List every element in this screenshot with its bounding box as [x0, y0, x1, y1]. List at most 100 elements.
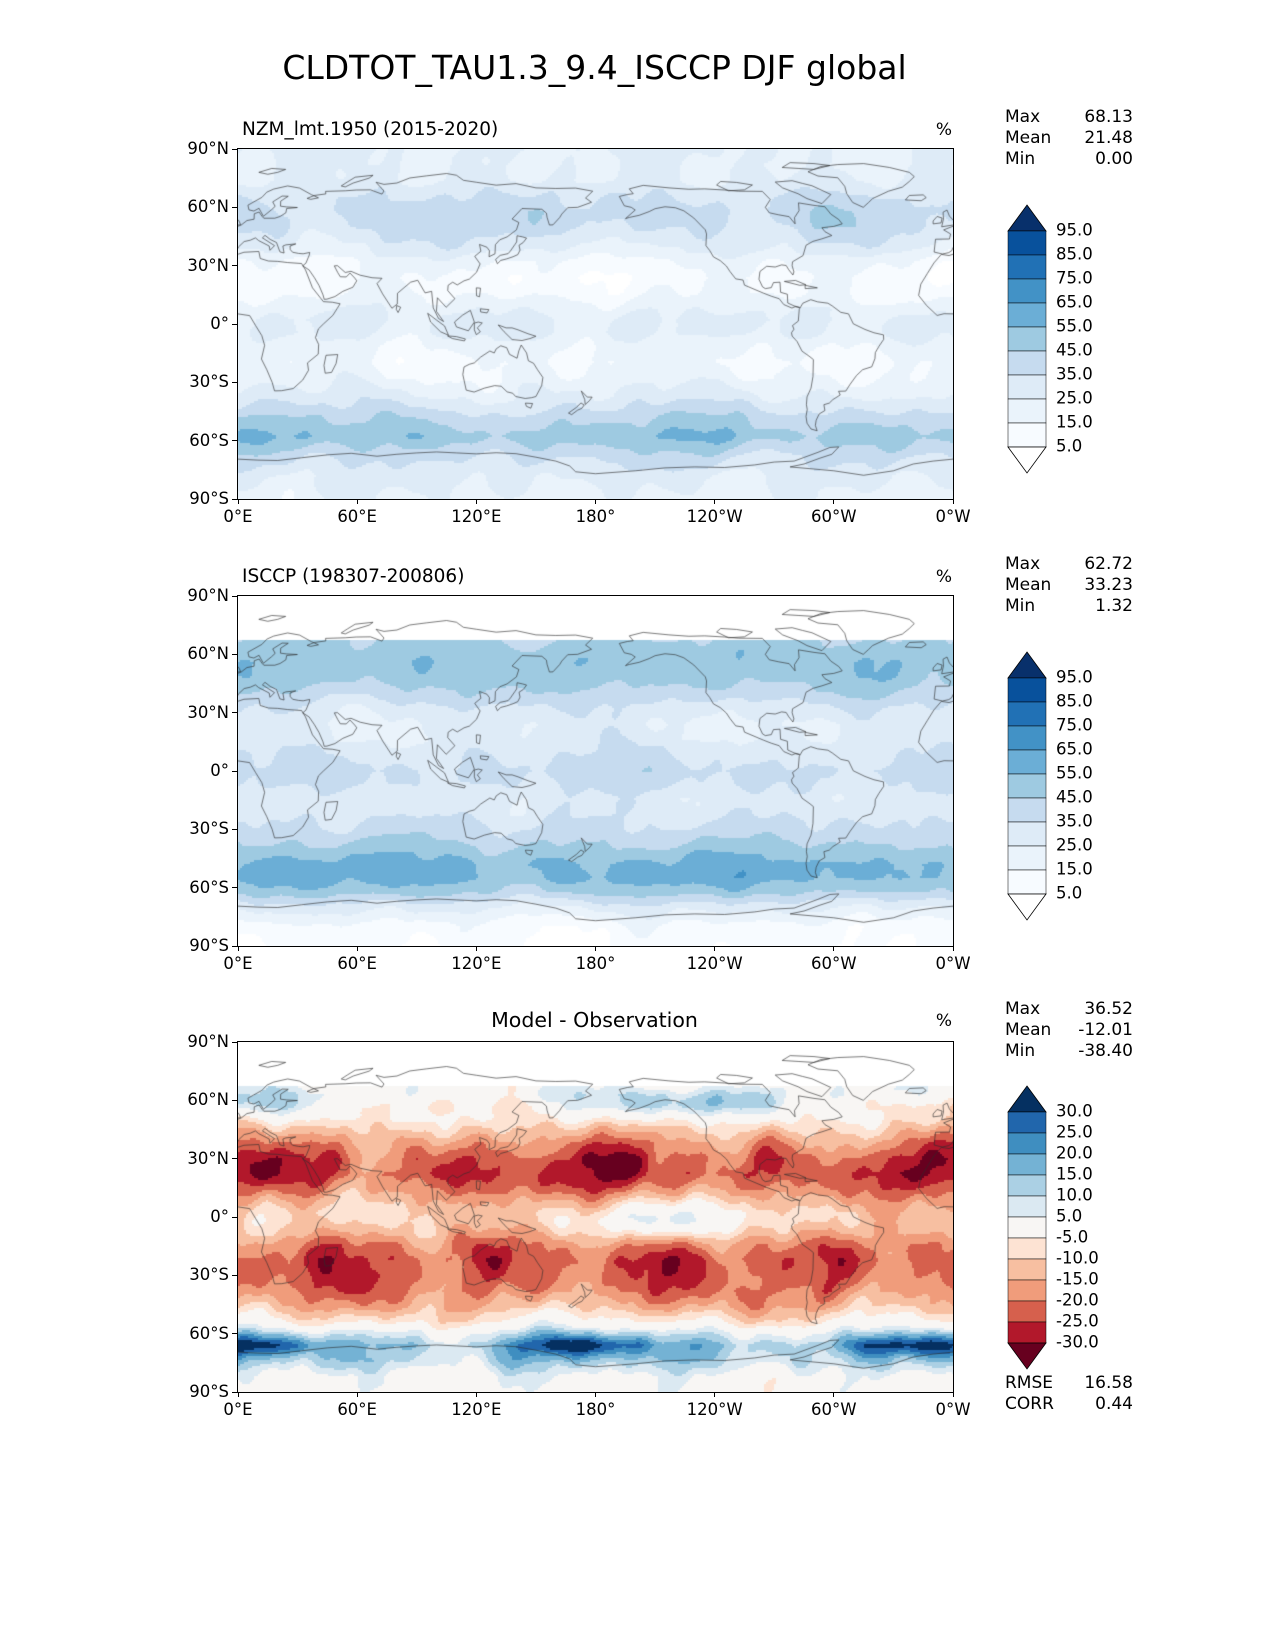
- y-tick-label: 60°N: [187, 644, 229, 664]
- x-tick-mark: [237, 946, 239, 951]
- x-tick-mark: [714, 946, 716, 951]
- x-tick-mark: [595, 946, 596, 951]
- stat-label: Min: [1005, 1041, 1036, 1061]
- x-tick-label: 120°E: [451, 507, 502, 526]
- stat-row: Max 36.52: [1005, 999, 1133, 1020]
- y-tick-label: 0°: [210, 314, 229, 333]
- y-tick-mark: [232, 828, 237, 830]
- stat-value: 62.72: [1084, 554, 1133, 574]
- svg-text:25.0: 25.0: [1056, 389, 1093, 408]
- stat-row: Mean 33.23: [1005, 575, 1133, 596]
- y-tick-mark: [232, 381, 237, 383]
- x-tick-label: 0°W: [935, 954, 971, 973]
- units-label: %: [935, 1011, 952, 1031]
- colorbar-svg: 95.0 85.0 75.0 65.0 55.0 45.0 35.0 25.0 15.0 5.0: [1007, 651, 1093, 921]
- stat-label: Min: [1005, 596, 1036, 616]
- x-tick-mark: [595, 1392, 596, 1397]
- svg-text:15.0: 15.0: [1056, 860, 1093, 879]
- y-tick-label: 90°S: [189, 1382, 229, 1401]
- stat-value: 0.44: [1095, 1394, 1133, 1414]
- x-tick-label: 60°E: [337, 954, 377, 973]
- y-tick-mark: [232, 1041, 237, 1043]
- svg-text:25.0: 25.0: [1056, 1123, 1093, 1142]
- stat-row: RMSE 16.58: [1005, 1373, 1133, 1394]
- panel-title-model: NZM_lmt.1950 (2015-2020): [242, 119, 499, 140]
- panel-title-diff: Model - Observation: [491, 1008, 698, 1032]
- y-tick-mark: [232, 887, 237, 889]
- svg-text:45.0: 45.0: [1056, 788, 1093, 807]
- svg-text:25.0: 25.0: [1056, 836, 1093, 855]
- x-tick-label: 0°E: [223, 1400, 253, 1419]
- stat-row: Min 1.32: [1005, 596, 1133, 617]
- stat-row: Min -38.40: [1005, 1041, 1133, 1062]
- y-tick-mark: [232, 148, 237, 150]
- x-tick-label: 180°: [575, 1400, 616, 1419]
- x-tick-mark: [714, 499, 716, 504]
- stat-label: Mean: [1005, 1020, 1052, 1040]
- y-tick-mark: [232, 770, 237, 772]
- x-tick-mark: [833, 946, 835, 951]
- stat-label: Max: [1005, 999, 1041, 1019]
- y-tick-mark: [232, 945, 237, 947]
- stats-block-diff: Max 36.52 Mean -12.01 Min -38.40: [1005, 999, 1133, 1062]
- colorbar-obs: 95.0 85.0 75.0 65.0 55.0 45.0 35.0 25.0 15.0 5.0: [1007, 651, 1119, 925]
- skill-stats-block: RMSE 16.58 CORR 0.44: [1005, 1373, 1133, 1415]
- stat-label: Max: [1005, 107, 1041, 127]
- stat-label: Min: [1005, 149, 1036, 169]
- x-tick-mark: [475, 499, 477, 504]
- units-label: %: [935, 567, 952, 587]
- svg-text:30.0: 30.0: [1056, 1102, 1093, 1121]
- x-tick-mark: [356, 946, 358, 951]
- stat-value: 1.32: [1095, 596, 1133, 616]
- x-tick-mark: [475, 946, 477, 951]
- y-tick-mark: [232, 440, 237, 442]
- stat-row: Mean 21.48: [1005, 128, 1133, 149]
- svg-text:35.0: 35.0: [1056, 365, 1093, 384]
- units-label: %: [935, 120, 952, 140]
- x-tick-label: 0°E: [223, 507, 253, 526]
- stat-value: 68.13: [1084, 107, 1133, 127]
- y-tick-label: 60°S: [189, 1323, 229, 1343]
- stat-value: 16.58: [1084, 1373, 1133, 1393]
- svg-text:-25.0: -25.0: [1056, 1312, 1099, 1331]
- map-canvas-model: [238, 149, 953, 499]
- x-tick-mark: [952, 946, 954, 951]
- y-tick-mark: [232, 1333, 237, 1335]
- x-tick-mark: [952, 1392, 954, 1397]
- x-tick-mark: [595, 499, 596, 504]
- svg-text:20.0: 20.0: [1056, 1144, 1093, 1163]
- y-tick-label: 90°N: [187, 139, 229, 158]
- stat-value: 33.23: [1084, 575, 1133, 595]
- y-tick-label: 0°: [210, 761, 229, 780]
- y-tick-label: 30°N: [187, 702, 229, 722]
- y-tick-label: 60°S: [189, 430, 229, 450]
- stat-label: Max: [1005, 554, 1041, 574]
- y-tick-label: 30°S: [189, 372, 229, 392]
- svg-text:65.0: 65.0: [1056, 740, 1093, 759]
- x-tick-mark: [833, 1392, 835, 1397]
- y-tick-label: 30°S: [189, 1265, 229, 1285]
- map-panel-obs: 0°E 60°E 120°E 180° 120°W 60°W 0°W 90°N 60°N 30°N…: [187, 586, 970, 973]
- svg-text:-5.0: -5.0: [1056, 1228, 1088, 1247]
- y-tick-label: 30°N: [187, 1148, 229, 1168]
- x-tick-label: 120°E: [451, 1400, 502, 1419]
- stat-row: Max 62.72: [1005, 554, 1133, 575]
- colorbar-model: 95.0 85.0 75.0 65.0 55.0 45.0 35.0 25.0 15.0 5.0: [1007, 204, 1119, 478]
- svg-text:5.0: 5.0: [1056, 437, 1082, 456]
- svg-text:5.0: 5.0: [1056, 884, 1082, 903]
- stat-row: Min 0.00: [1005, 149, 1133, 170]
- svg-text:95.0: 95.0: [1056, 668, 1093, 687]
- map-canvas-diff: [238, 1042, 953, 1392]
- x-tick-label: 0°W: [935, 1400, 971, 1419]
- y-tick-label: 0°: [210, 1207, 229, 1226]
- y-tick-mark: [232, 1158, 237, 1160]
- x-tick-mark: [237, 499, 239, 504]
- y-tick-mark: [232, 1274, 237, 1276]
- y-tick-mark: [232, 653, 237, 655]
- y-tick-mark: [232, 1099, 237, 1101]
- x-tick-label: 60°W: [811, 1400, 857, 1419]
- svg-text:65.0: 65.0: [1056, 293, 1093, 312]
- stat-value: 21.48: [1084, 128, 1133, 148]
- stat-label: RMSE: [1005, 1373, 1054, 1393]
